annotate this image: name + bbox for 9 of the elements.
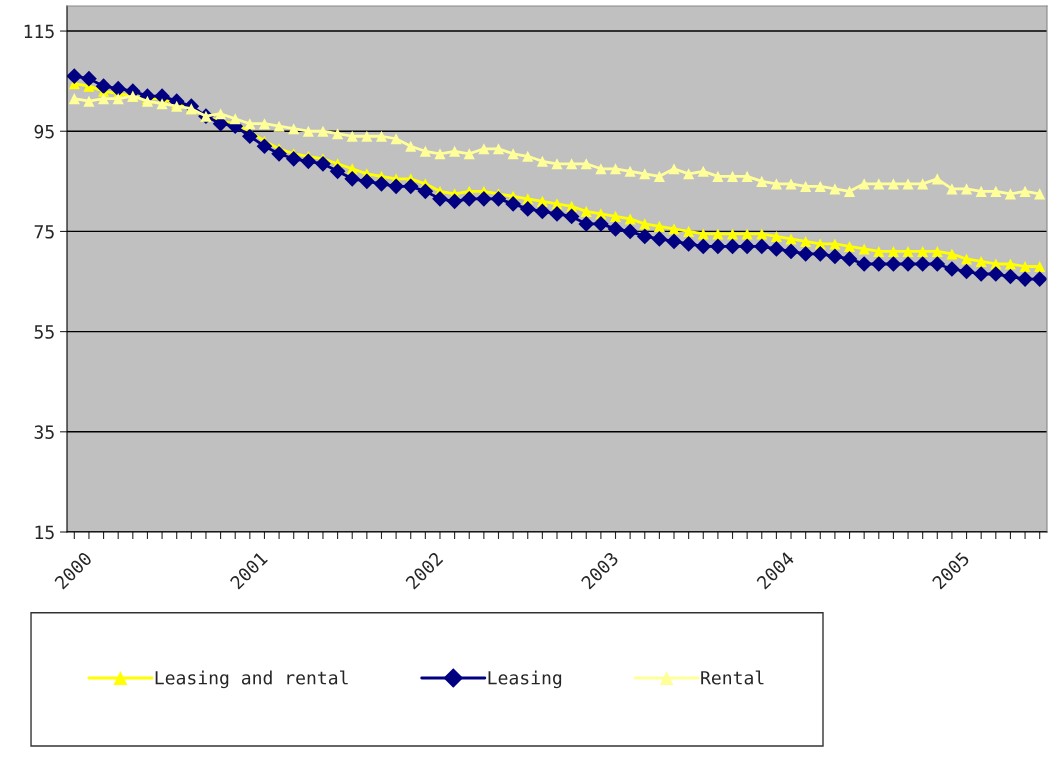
y-tick-label: 35: [34, 425, 54, 439]
y-tick-label: 95: [34, 124, 54, 139]
y-tick-label: 75: [34, 225, 54, 239]
y-tick-label: 15: [35, 525, 54, 540]
legend-label: Leasing: [488, 670, 562, 689]
legend-label: Leasing and rental: [155, 670, 348, 689]
y-tick-label: 115: [24, 24, 54, 39]
legend-label: Rental: [701, 670, 764, 685]
y-tick-label: 55: [34, 325, 54, 339]
